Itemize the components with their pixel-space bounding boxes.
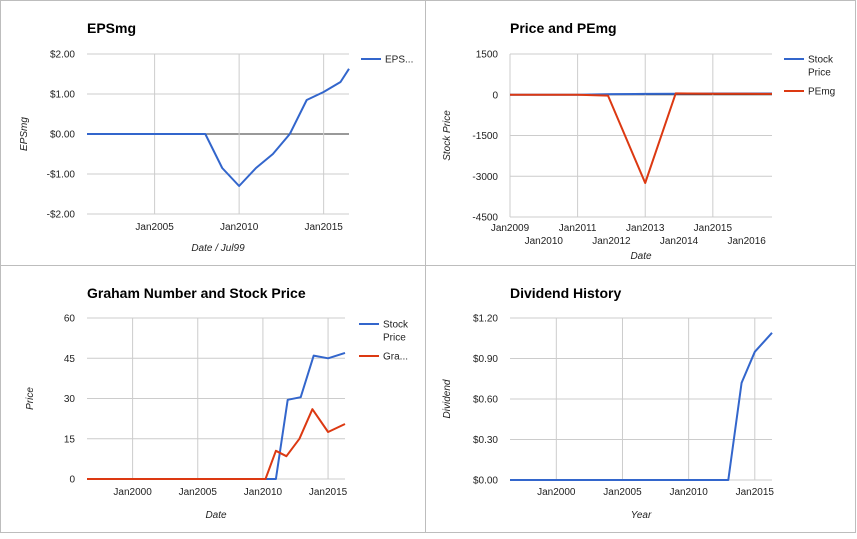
y-tick-label: $0.00 (473, 476, 498, 487)
panel-dividend: Dividend History $1.20 $0.90 $0.60 $0.30 $0.0… (425, 265, 856, 533)
x-tick-label: Jan2011 (559, 223, 597, 234)
x-tick-label: Jan2010 (244, 487, 283, 498)
x-axis-title: Date (630, 251, 652, 262)
y-tick-label: $1.00 (50, 90, 75, 101)
x-tick-label: Jan2015 (736, 487, 775, 498)
chart-title: EPSmg (87, 20, 136, 36)
y-tick-label: $0.00 (50, 130, 75, 141)
y-tick-label: 45 (64, 354, 76, 365)
y-tick-label: 30 (64, 394, 76, 405)
chart-title: Price and PEmg (510, 20, 617, 36)
y-axis-title: Stock Price (442, 110, 453, 161)
x-tick-label: Jan2016 (727, 236, 766, 247)
x-tick-label: Jan2000 (537, 487, 576, 498)
y-tick-label: $0.30 (473, 435, 498, 446)
x-tick-label: Jan2010 (525, 236, 564, 247)
chart-title: Graham Number and Stock Price (87, 285, 306, 301)
series-line-2 (510, 92, 773, 184)
x-tick-label: Jan2015 (309, 487, 348, 498)
y-tick-label: 1500 (476, 50, 499, 61)
series-line-2 (87, 408, 346, 480)
x-tick-label: Jan2005 (179, 487, 218, 498)
legend-label: Price (808, 68, 831, 79)
y-tick-label: $0.60 (473, 395, 498, 406)
x-tick-label: Jan2014 (660, 236, 699, 247)
y-tick-label: -3000 (472, 172, 498, 183)
y-tick-label: 60 (64, 314, 76, 325)
legend-label: Stock (808, 55, 834, 66)
x-tick-label: Jan2000 (113, 487, 152, 498)
legend-label: EPS... (385, 55, 413, 66)
x-tick-label: Jan2012 (592, 236, 631, 247)
y-axis-title: EPSmg (19, 117, 30, 151)
y-tick-label: $2.00 (50, 50, 75, 61)
x-axis-title: Date (205, 510, 227, 521)
y-tick-label: -4500 (472, 213, 498, 224)
x-tick-label: Jan2015 (694, 223, 733, 234)
x-tick-label: Jan2010 (669, 487, 708, 498)
series-line-1 (510, 332, 773, 481)
series-line-1 (87, 351, 346, 480)
y-tick-label: -1500 (472, 131, 498, 142)
chart-price-pe: Price and PEmg 1500 0 -1500 -3000 -4500Jan200… (442, 20, 835, 262)
y-axis-title: Price (25, 387, 36, 410)
y-tick-label: $1.20 (473, 314, 498, 325)
x-tick-label: Jan2010 (220, 222, 259, 233)
legend-label: PEmg (808, 87, 835, 98)
y-tick-label: 15 (64, 434, 76, 445)
legend-label: Gra... (383, 352, 408, 363)
x-tick-label: Jan2009 (491, 223, 530, 234)
panel-price-pe: Price and PEmg 1500 0 -1500 -3000 -4500 Jan200… (425, 0, 856, 266)
x-axis-title: Year (631, 510, 652, 521)
chart-eps: EPSmg $2.00 $1.00 $0.00 -$1.00 -$2.00 Jan2005 J… (19, 20, 413, 254)
legend-label: Price (383, 333, 406, 344)
x-axis-title: Date / Jul99 (191, 243, 245, 254)
legend-label: Stock (383, 320, 409, 331)
panel-eps: EPSmg $2.00 $1.00 $0.00 -$1.00 -$2.00 Jan2005 J… (0, 0, 426, 266)
series-line-1 (87, 68, 350, 187)
y-tick-label: $0.90 (473, 354, 498, 365)
chart-graham: Graham Number and Stock Price 60 45 30 15 0 Ja… (25, 285, 409, 521)
x-tick-label: Jan2015 (304, 222, 343, 233)
chart-dividend: Dividend History $1.20 $0.90 $0.60 $0.30 $0.0… (442, 285, 775, 521)
x-tick-label: Jan2005 (603, 487, 642, 498)
y-tick-label: -$2.00 (47, 210, 76, 221)
x-tick-label: Jan2013 (626, 223, 665, 234)
y-tick-label: 0 (69, 475, 75, 486)
x-tick-label: Jan2005 (135, 222, 174, 233)
y-axis-title: Dividend (442, 379, 453, 418)
y-tick-label: -$1.00 (47, 170, 76, 181)
y-tick-label: 0 (492, 90, 498, 101)
chart-title: Dividend History (510, 285, 621, 301)
panel-graham: Graham Number and Stock Price 60 45 30 15 0 Ja… (0, 265, 426, 533)
